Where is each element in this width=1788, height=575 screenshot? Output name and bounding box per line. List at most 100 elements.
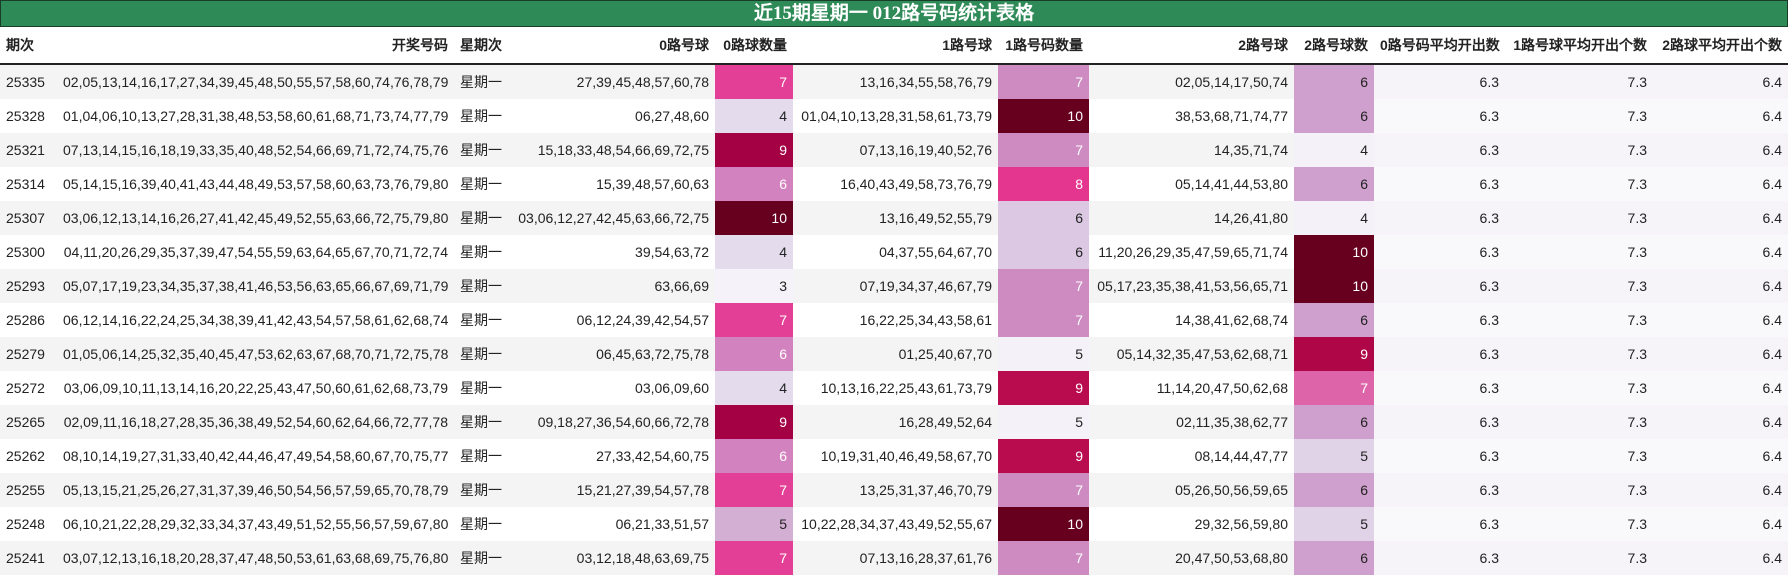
cell-road1-count: 7	[998, 269, 1089, 303]
cell-road0-numbers: 06,21,33,51,57	[511, 507, 715, 541]
cell-road1-count: 6	[998, 201, 1089, 235]
table-row: 25241 03,07,12,13,16,18,20,28,37,47,48,50…	[0, 541, 1788, 575]
cell-road0-count: 4	[715, 99, 793, 133]
cell-road2-numbers: 14,35,71,74	[1089, 133, 1294, 167]
cell-road1-avg: 7.3	[1505, 439, 1653, 473]
cell-draw-numbers: 03,06,12,13,14,16,26,27,41,42,45,49,52,5…	[57, 201, 454, 235]
column-header-road1-count[interactable]: 1路号码数量	[998, 27, 1089, 65]
column-header-period[interactable]: 期次	[0, 27, 57, 65]
cell-weekday: 星期一	[454, 167, 511, 201]
table-row: 25300 04,11,20,26,29,35,37,39,47,54,55,59…	[0, 235, 1788, 269]
cell-road1-avg: 7.3	[1505, 167, 1653, 201]
table-row: 25314 05,14,15,16,39,40,41,43,44,48,49,53…	[0, 167, 1788, 201]
cell-road2-avg: 6.4	[1653, 235, 1788, 269]
cell-road1-numbers: 10,19,31,40,46,49,58,67,70	[793, 439, 998, 473]
cell-road2-numbers: 14,26,41,80	[1089, 201, 1294, 235]
cell-road1-count: 7	[998, 303, 1089, 337]
cell-road1-count: 7	[998, 64, 1089, 99]
cell-road0-count: 10	[715, 201, 793, 235]
cell-road2-numbers: 05,14,32,35,47,53,62,68,71	[1089, 337, 1294, 371]
cell-draw-numbers: 02,05,13,14,16,17,27,34,39,45,48,50,55,5…	[57, 64, 454, 99]
cell-road0-numbers: 15,39,48,57,60,63	[511, 167, 715, 201]
cell-road2-numbers: 38,53,68,71,74,77	[1089, 99, 1294, 133]
cell-road1-numbers: 13,16,34,55,58,76,79	[793, 64, 998, 99]
cell-period: 25272	[0, 371, 57, 405]
cell-weekday: 星期一	[454, 541, 511, 575]
cell-road0-count: 9	[715, 133, 793, 167]
cell-road0-avg: 6.3	[1374, 405, 1505, 439]
cell-weekday: 星期一	[454, 473, 511, 507]
cell-road1-numbers: 07,19,34,37,46,67,79	[793, 269, 998, 303]
cell-road1-avg: 7.3	[1505, 371, 1653, 405]
cell-road2-count: 9	[1294, 337, 1374, 371]
cell-road2-avg: 6.4	[1653, 507, 1788, 541]
cell-road0-avg: 6.3	[1374, 201, 1505, 235]
table-row: 25293 05,07,17,19,23,34,35,37,38,41,46,53…	[0, 269, 1788, 303]
cell-draw-numbers: 03,06,09,10,11,13,14,16,20,22,25,43,47,5…	[57, 371, 454, 405]
cell-road0-avg: 6.3	[1374, 303, 1505, 337]
column-header-road0-count[interactable]: 0路球数量	[715, 27, 793, 65]
cell-draw-numbers: 02,09,11,16,18,27,28,35,36,38,49,52,54,6…	[57, 405, 454, 439]
cell-road1-count: 9	[998, 439, 1089, 473]
cell-road2-numbers: 02,05,14,17,50,74	[1089, 64, 1294, 99]
cell-road1-numbers: 16,22,25,34,43,58,61	[793, 303, 998, 337]
stats-table: 期次 开奖号码 星期次 0路号球 0路球数量 1路号球 1路号码数量 2路号球 2路号球数 0路号…	[0, 27, 1788, 575]
cell-road0-count: 5	[715, 507, 793, 541]
cell-road0-numbers: 63,66,69	[511, 269, 715, 303]
cell-weekday: 星期一	[454, 439, 511, 473]
cell-road2-avg: 6.4	[1653, 541, 1788, 575]
cell-period: 25248	[0, 507, 57, 541]
cell-period: 25241	[0, 541, 57, 575]
table-row: 25255 05,13,15,21,25,26,27,31,37,39,46,50…	[0, 473, 1788, 507]
cell-road1-count: 9	[998, 371, 1089, 405]
cell-road0-numbers: 03,06,09,60	[511, 371, 715, 405]
cell-road1-count: 7	[998, 473, 1089, 507]
cell-road1-avg: 7.3	[1505, 64, 1653, 99]
cell-road1-count: 5	[998, 337, 1089, 371]
column-header-road1-numbers[interactable]: 1路号球	[793, 27, 998, 65]
cell-road0-count: 7	[715, 473, 793, 507]
cell-road2-avg: 6.4	[1653, 167, 1788, 201]
column-header-road0-numbers[interactable]: 0路号球	[511, 27, 715, 65]
cell-road0-numbers: 15,18,33,48,54,66,69,72,75	[511, 133, 715, 167]
cell-road2-count: 6	[1294, 541, 1374, 575]
cell-road0-avg: 6.3	[1374, 99, 1505, 133]
cell-road1-numbers: 13,16,49,52,55,79	[793, 201, 998, 235]
column-header-road2-count[interactable]: 2路号球数	[1294, 27, 1374, 65]
cell-road0-avg: 6.3	[1374, 269, 1505, 303]
column-header-draw-numbers[interactable]: 开奖号码	[57, 27, 454, 65]
cell-road0-numbers: 09,18,27,36,54,60,66,72,78	[511, 405, 715, 439]
cell-road2-count: 4	[1294, 133, 1374, 167]
cell-road2-count: 6	[1294, 473, 1374, 507]
cell-draw-numbers: 01,05,06,14,25,32,35,40,45,47,53,62,63,6…	[57, 337, 454, 371]
cell-weekday: 星期一	[454, 507, 511, 541]
cell-road1-avg: 7.3	[1505, 507, 1653, 541]
cell-road1-avg: 7.3	[1505, 99, 1653, 133]
cell-draw-numbers: 06,12,14,16,22,24,25,34,38,39,41,42,43,5…	[57, 303, 454, 337]
cell-draw-numbers: 04,11,20,26,29,35,37,39,47,54,55,59,63,6…	[57, 235, 454, 269]
cell-draw-numbers: 05,13,15,21,25,26,27,31,37,39,46,50,54,5…	[57, 473, 454, 507]
column-header-road0-avg[interactable]: 0路号码平均开出数	[1374, 27, 1505, 65]
column-header-road2-numbers[interactable]: 2路号球	[1089, 27, 1294, 65]
cell-draw-numbers: 05,14,15,16,39,40,41,43,44,48,49,53,57,5…	[57, 167, 454, 201]
cell-road0-count: 9	[715, 405, 793, 439]
cell-road2-avg: 6.4	[1653, 201, 1788, 235]
cell-road2-count: 5	[1294, 439, 1374, 473]
column-header-road1-avg[interactable]: 1路号球平均开出个数	[1505, 27, 1653, 65]
cell-road0-count: 6	[715, 337, 793, 371]
cell-road1-avg: 7.3	[1505, 337, 1653, 371]
cell-road0-count: 6	[715, 439, 793, 473]
cell-road1-count: 8	[998, 167, 1089, 201]
cell-weekday: 星期一	[454, 269, 511, 303]
column-header-weekday[interactable]: 星期次	[454, 27, 511, 65]
cell-weekday: 星期一	[454, 405, 511, 439]
cell-road1-numbers: 01,25,40,67,70	[793, 337, 998, 371]
cell-road2-count: 6	[1294, 99, 1374, 133]
cell-road2-numbers: 05,14,41,44,53,80	[1089, 167, 1294, 201]
cell-road0-avg: 6.3	[1374, 64, 1505, 99]
cell-road2-avg: 6.4	[1653, 269, 1788, 303]
cell-weekday: 星期一	[454, 371, 511, 405]
cell-period: 25321	[0, 133, 57, 167]
column-header-road2-avg[interactable]: 2路球平均开出个数	[1653, 27, 1788, 65]
cell-road0-numbers: 27,33,42,54,60,75	[511, 439, 715, 473]
